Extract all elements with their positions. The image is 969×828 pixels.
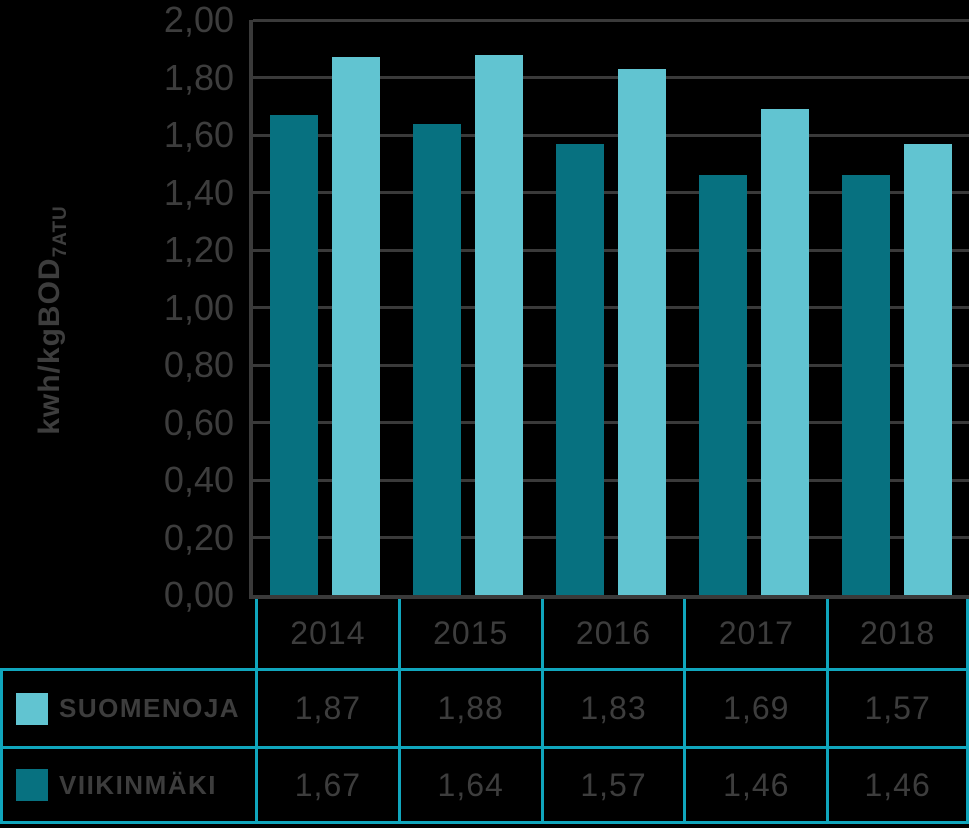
- legend-swatch-suomenoja: [16, 692, 48, 725]
- gridline: [253, 191, 969, 194]
- gridline: [253, 536, 969, 539]
- value-cell-suomenoja-2018: 1,57: [826, 668, 969, 746]
- year-header-cell-2015: 2015: [397, 599, 541, 668]
- bar-suomenoja-2016: [618, 68, 666, 595]
- value-cell-suomenoja-2017: 1,69: [683, 668, 827, 746]
- legend-label-suomenoja: SUOMENOJA: [59, 693, 241, 723]
- year-header-cell-2018: 2018: [826, 599, 969, 668]
- year-header-cell-2014: 2014: [255, 599, 398, 668]
- legend-cell-suomenoja: SUOMENOJA: [0, 668, 255, 746]
- y-tick-label: 0,80: [163, 344, 234, 385]
- bar-viikinmaki-2015: [412, 123, 461, 595]
- y-tick-label: 0,60: [163, 401, 234, 443]
- gridline: [253, 478, 969, 482]
- y-tick-label: 1,60: [163, 114, 234, 155]
- gridline: [253, 76, 969, 79]
- value-cell-viikinmaki-2014: 1,67: [255, 746, 398, 824]
- bar-viikinmaki-2016: [556, 143, 604, 595]
- year-header-cell-2017: 2017: [683, 599, 826, 668]
- bar-suomenoja-2015: [474, 54, 523, 595]
- legend-label-viikinmaki: VIIKINMÄKI: [59, 769, 217, 800]
- value-cell-suomenoja-2016: 1,83: [540, 668, 684, 746]
- gridline: [253, 421, 969, 424]
- gridline: [253, 363, 969, 367]
- gridline: [253, 18, 969, 22]
- gridline: [253, 248, 969, 252]
- data-table: 2014 2015 2016 2017 2018 SUOMENOJA 1,87 1,88 1,8…: [0, 599, 969, 824]
- y-tick-label: 0,40: [163, 459, 234, 500]
- bar-suomenoja-2014: [331, 57, 380, 595]
- bar-suomenoja-2018: [904, 143, 953, 595]
- y-axis-tick-labels: 0,00 0,20 0,40 0,60 0,80 1,00 1,20 1,40 1,60 1,80…: [0, 0, 234, 620]
- year-header-cell-2016: 2016: [540, 599, 684, 668]
- value-cell-suomenoja-2014: 1,87: [255, 668, 398, 746]
- y-tick-label: 1,80: [163, 56, 234, 98]
- legend-swatch-viikinmaki: [16, 769, 48, 801]
- y-tick-label: 2,00: [163, 0, 234, 40]
- bar-viikinmaki-2018: [842, 175, 891, 595]
- y-axis-line: [249, 20, 253, 599]
- x-axis-line: [249, 595, 969, 599]
- bar-viikinmaki-2014: [269, 114, 318, 595]
- gridline: [253, 133, 969, 137]
- value-cell-viikinmaki-2018: 1,46: [826, 746, 969, 824]
- y-tick-label: 0,20: [163, 516, 234, 558]
- value-cell-suomenoja-2015: 1,88: [397, 668, 541, 746]
- y-tick-label: 1,40: [163, 171, 234, 213]
- bar-suomenoja-2017: [761, 109, 810, 595]
- y-tick-label: 1,20: [163, 229, 234, 270]
- gridline: [253, 306, 969, 309]
- value-cell-viikinmaki-2017: 1,46: [683, 746, 827, 824]
- bar-viikinmaki-2017: [699, 175, 748, 595]
- value-cell-viikinmaki-2015: 1,64: [397, 746, 541, 824]
- table-header-spacer: [0, 599, 255, 668]
- plot-area: [253, 18, 969, 595]
- legend-cell-viikinmaki: VIIKINMÄKI: [0, 746, 255, 824]
- y-tick-label: 1,00: [163, 286, 234, 328]
- value-cell-viikinmaki-2016: 1,57: [540, 746, 684, 824]
- y-tick-label: 0,00: [163, 574, 234, 615]
